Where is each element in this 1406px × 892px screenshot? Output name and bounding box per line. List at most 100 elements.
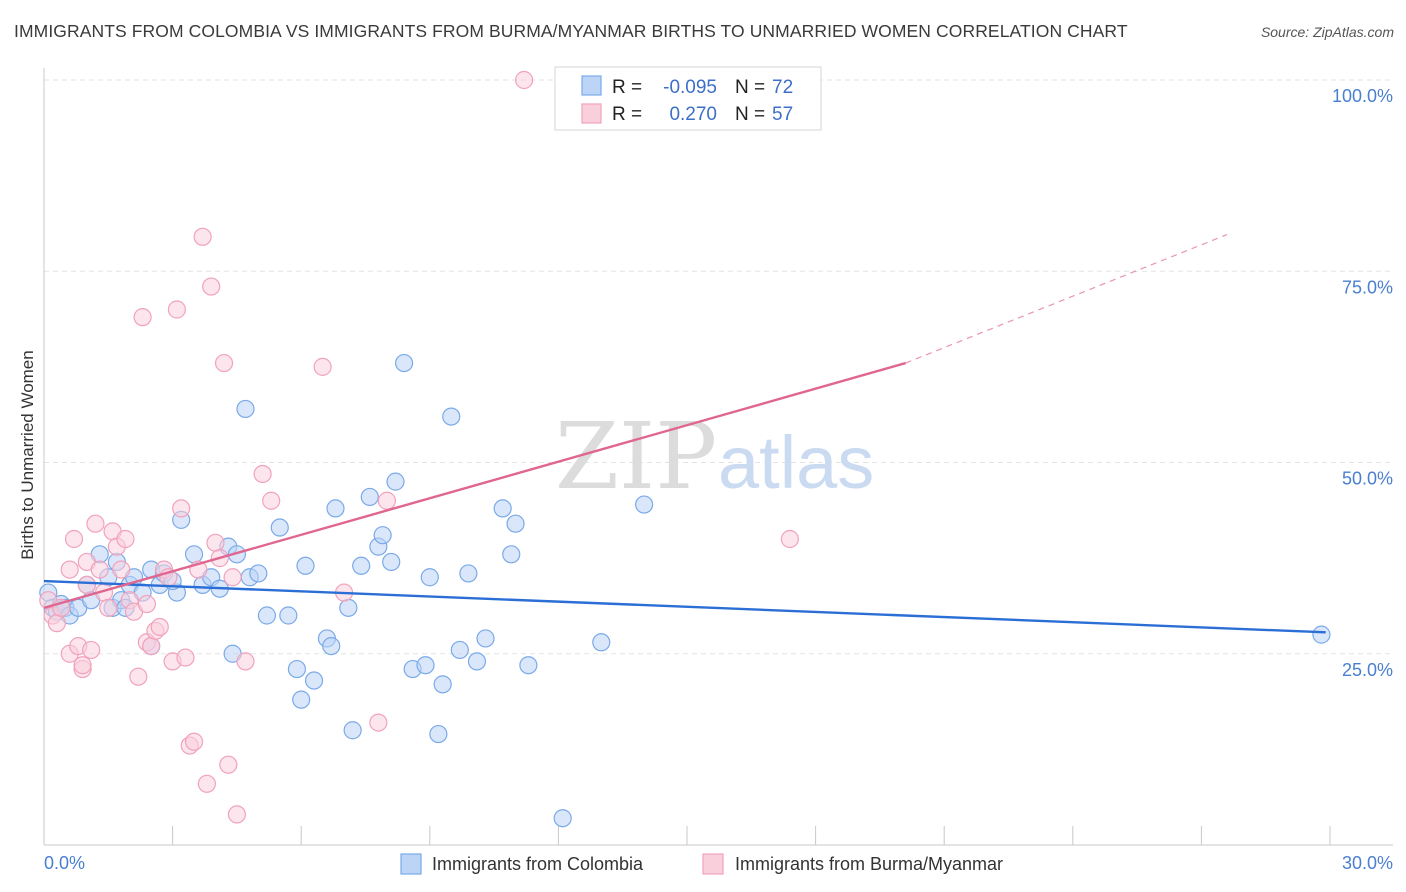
point-burma: [184, 732, 204, 751]
trend-extension-burma: [905, 233, 1228, 364]
point-burma: [73, 656, 92, 675]
point-colombia: [429, 724, 448, 744]
legend-swatch-colombia: [400, 853, 422, 875]
watermark-atlas: atlas: [718, 421, 874, 504]
stats-n-label-burma: N =: [735, 104, 765, 125]
point-colombia: [326, 499, 345, 518]
point-burma: [369, 713, 388, 732]
point-colombia: [382, 552, 401, 572]
point-burma: [64, 529, 84, 549]
point-burma: [515, 70, 534, 90]
point-burma: [112, 560, 131, 579]
source-label: Source: ZipAtlas.com: [1260, 24, 1394, 40]
point-colombia: [360, 487, 379, 507]
stats-n-value-burma: 57: [772, 104, 793, 125]
point-burma: [167, 300, 186, 319]
point-burma: [82, 640, 101, 660]
point-burma: [253, 464, 272, 484]
stats-swatch-colombia: [581, 75, 602, 96]
point-colombia: [442, 407, 461, 426]
point-colombia: [184, 545, 204, 564]
point-colombia: [493, 499, 512, 518]
x-tick-label-left: 0.0%: [44, 853, 85, 873]
point-colombia: [304, 671, 324, 690]
point-burma: [47, 614, 66, 633]
point-colombia: [292, 690, 311, 709]
point-colombia: [467, 652, 487, 671]
point-burma: [116, 529, 135, 549]
point-burma: [150, 617, 169, 637]
point-colombia: [236, 399, 255, 419]
point-colombia: [322, 636, 341, 656]
trend-line-colombia: [43, 579, 1326, 634]
legend-label-colombia: Immigrants from Colombia: [432, 854, 644, 874]
point-colombia: [506, 514, 525, 533]
point-colombia: [373, 526, 392, 545]
point-colombia: [296, 556, 315, 575]
point-colombia: [592, 633, 611, 652]
point-colombia: [450, 640, 469, 660]
point-burma: [86, 514, 105, 533]
point-colombia: [352, 556, 371, 575]
point-burma: [99, 598, 118, 617]
point-colombia: [249, 564, 268, 583]
stats-r-label-burma: R =: [612, 104, 642, 125]
point-colombia: [1312, 625, 1331, 644]
point-colombia: [287, 659, 307, 679]
point-colombia: [476, 629, 495, 648]
point-burma: [206, 533, 225, 552]
stats-legend: R = -0.095 N = 72 R = 0.270 N = 57: [554, 66, 822, 131]
point-colombia: [502, 545, 521, 564]
point-colombia: [343, 721, 362, 740]
point-burma: [60, 560, 79, 579]
point-colombia: [416, 656, 435, 675]
point-burma: [214, 353, 234, 373]
point-colombia: [519, 656, 538, 675]
y-tick-label: 75.0%: [1342, 277, 1393, 297]
point-colombia: [635, 495, 654, 514]
y-tick-label: 50.0%: [1342, 469, 1393, 489]
point-burma: [142, 636, 161, 656]
stats-n-value-colombia: 72: [772, 77, 793, 98]
stats-r-label-colombia: R =: [612, 77, 642, 98]
point-colombia: [386, 472, 405, 491]
axes: [43, 68, 1393, 846]
stats-n-label-colombia: N =: [735, 77, 765, 98]
watermark-zip: ZIP: [555, 403, 717, 510]
point-burma: [197, 774, 216, 793]
point-colombia: [420, 568, 439, 587]
point-burma: [193, 227, 212, 246]
trend-lines: [43, 233, 1326, 634]
point-burma: [129, 667, 148, 686]
trend-line-burma: [43, 361, 906, 610]
point-burma: [377, 491, 397, 510]
point-burma: [77, 575, 96, 595]
stats-r-value-burma: 0.270: [669, 104, 717, 125]
stats-r-value-colombia: -0.095: [663, 77, 717, 98]
point-burma: [202, 277, 221, 296]
point-burma: [172, 499, 191, 518]
point-colombia: [279, 606, 298, 625]
point-burma: [262, 491, 281, 510]
grid-lines: [44, 79, 1393, 655]
point-burma: [133, 308, 152, 327]
point-colombia: [459, 564, 478, 583]
point-colombia: [394, 353, 414, 373]
stats-swatch-burma: [581, 103, 602, 124]
point-burma: [219, 755, 238, 774]
point-burma: [313, 357, 332, 376]
point-burma: [90, 560, 109, 579]
point-colombia: [270, 518, 289, 537]
point-colombia: [553, 809, 572, 828]
watermark: ZIP atlas: [555, 403, 874, 510]
point-colombia: [339, 598, 358, 617]
y-tick-label: 25.0%: [1342, 660, 1393, 680]
point-burma: [176, 648, 195, 667]
point-colombia: [433, 675, 452, 694]
point-burma: [780, 529, 799, 549]
point-burma: [236, 652, 255, 671]
x-tick-label-right: 30.0%: [1342, 853, 1393, 873]
point-burma: [227, 805, 246, 824]
y-tick-label: 100.0%: [1332, 86, 1393, 106]
